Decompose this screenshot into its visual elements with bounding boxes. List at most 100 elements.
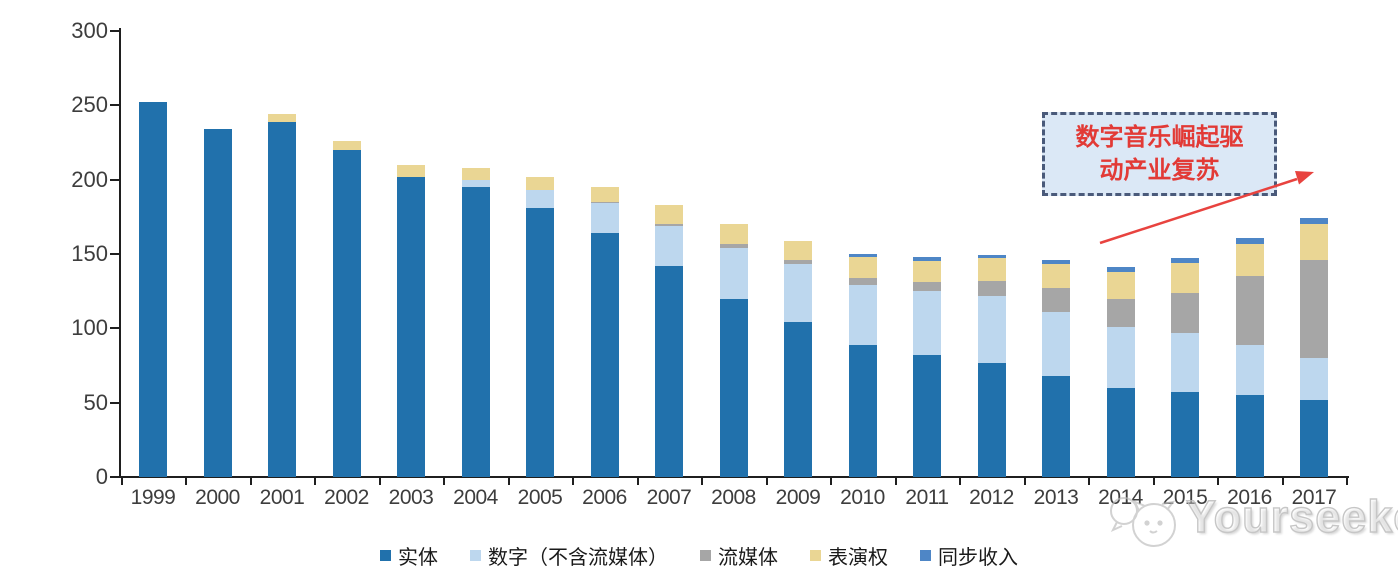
bar-segment: [1042, 311, 1070, 376]
bar-segment: [1042, 259, 1070, 265]
x-tick-label: 2010: [840, 486, 885, 509]
x-tick-label: 1999: [130, 486, 176, 509]
watermark-text: Yourseeker: [1185, 490, 1398, 542]
bar-segment: [1171, 292, 1199, 333]
bar-segment: [203, 129, 232, 477]
y-tick-label: 50: [83, 389, 108, 415]
x-tick-label: 2012: [969, 486, 1014, 509]
bar-segment: [461, 187, 490, 477]
x-tick-label: 2006: [582, 486, 627, 509]
y-tick: [110, 253, 120, 255]
x-tick: [636, 478, 639, 485]
bar-segment: [913, 291, 941, 356]
legend-item: 实体: [380, 541, 438, 570]
bar-segment: [1300, 399, 1328, 477]
bar-segment: [848, 254, 877, 257]
x-tick-label: 2013: [1033, 486, 1079, 509]
legend-label: 实体: [398, 547, 438, 569]
y-tick-label: 150: [71, 241, 108, 266]
y-tick-label: 0: [95, 464, 108, 489]
bar-segment: [719, 248, 748, 299]
x-tick-label: 2001: [259, 486, 305, 509]
bar-segment: [1042, 264, 1070, 289]
x-tick-label: 2002: [324, 486, 369, 509]
x-tick: [1217, 478, 1220, 485]
legend: 实体 数字（不含流媒体） 流媒体 表演权 同步收入: [0, 541, 1398, 570]
bar-segment: [1300, 259, 1328, 359]
bar-segment: [397, 164, 425, 177]
legend-swatch: [470, 550, 481, 561]
bar-segment: [848, 344, 877, 477]
y-tick: [110, 476, 120, 478]
x-tick: [572, 478, 575, 485]
x-tick: [378, 478, 381, 485]
bar-segment: [268, 121, 296, 477]
bar-segment: [655, 204, 683, 225]
legend-swatch: [700, 550, 711, 561]
x-tick: [1023, 478, 1026, 485]
x-tick: [314, 478, 317, 485]
bar-segment: [1171, 332, 1199, 393]
x-tick-label: 2017: [1291, 486, 1337, 509]
bar-segment: [913, 355, 941, 477]
bar-segment: [1235, 276, 1264, 345]
bar-segment: [1106, 326, 1135, 388]
x-tick: [1281, 478, 1284, 485]
bar-segment: [1171, 392, 1199, 477]
x-tick: [249, 478, 252, 485]
bar-segment: [784, 322, 812, 477]
bar-segment: [655, 224, 683, 226]
legend-swatch: [380, 550, 391, 561]
y-tick-label: 100: [71, 315, 108, 341]
x-tick-label: 2009: [775, 486, 821, 509]
bar-segment: [848, 256, 877, 278]
bar-segment: [461, 167, 490, 180]
legend-label: 流媒体: [718, 547, 778, 569]
y-tick: [110, 104, 120, 107]
bar-segment: [1235, 395, 1264, 477]
bar-segment: [590, 233, 619, 477]
bar-segment: [397, 176, 425, 477]
bar-segment: [719, 298, 748, 477]
legend-swatch: [920, 550, 931, 561]
bar-segment: [977, 362, 1006, 477]
x-tick: [894, 478, 897, 485]
cat-chat-logo-icon: [1110, 497, 1176, 547]
x-tick: [1088, 478, 1091, 485]
y-tick: [110, 30, 120, 32]
x-tick-label: 2004: [453, 486, 498, 509]
bar-segment: [526, 207, 554, 477]
bar-segment: [913, 256, 941, 262]
legend-item: 表演权: [810, 541, 888, 570]
annotation-text: 数字音乐崛起驱动产业复苏: [1075, 124, 1244, 184]
legend-label: 表演权: [828, 547, 888, 569]
bar-segment: [977, 258, 1006, 281]
bar-segment: [590, 201, 619, 204]
bar-segment: [526, 190, 554, 208]
bar-segment: [1235, 344, 1264, 396]
x-tick: [443, 478, 446, 485]
bar-segment: [1106, 298, 1135, 327]
bar-segment: [848, 277, 877, 286]
x-tick-label: 2015: [1162, 486, 1208, 509]
legend-item: 数字（不含流媒体）: [470, 541, 668, 570]
x-tick: [765, 478, 768, 485]
bar-segment: [1106, 271, 1135, 299]
legend-label: 数字（不含流媒体）: [488, 547, 668, 569]
y-tick-label: 250: [71, 92, 108, 118]
x-tick: [701, 478, 704, 485]
legend-label: 同步收入: [938, 547, 1018, 569]
bar-segment: [655, 265, 683, 477]
bar-segment: [1300, 358, 1328, 400]
bar-segment: [1042, 288, 1070, 312]
bar-segment: [655, 225, 683, 266]
bar-segment: [1300, 218, 1328, 225]
y-tick-label: 200: [71, 166, 108, 192]
bar-segment: [1106, 387, 1135, 477]
y-tick: [110, 401, 120, 404]
y-axis-line: [119, 28, 121, 478]
x-tick-label: 2003: [388, 486, 434, 509]
bar-segment: [1171, 262, 1199, 293]
bar-segment: [1106, 267, 1135, 272]
bar-segment: [784, 240, 812, 260]
